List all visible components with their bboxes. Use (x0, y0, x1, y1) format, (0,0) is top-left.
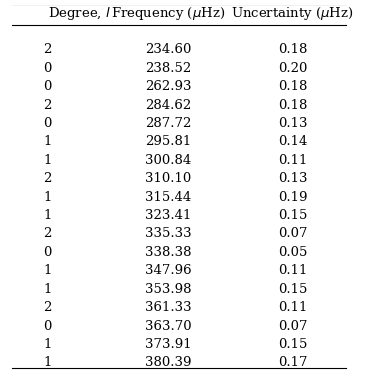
Text: 0.15: 0.15 (278, 209, 307, 222)
Text: 2: 2 (43, 99, 52, 112)
Text: 2: 2 (43, 172, 52, 185)
Text: 380.39: 380.39 (145, 356, 192, 369)
Text: 0.18: 0.18 (278, 99, 307, 112)
Text: 0: 0 (43, 62, 52, 74)
Text: 2: 2 (43, 227, 52, 241)
Text: 0.11: 0.11 (278, 154, 307, 167)
Text: 373.91: 373.91 (145, 338, 192, 351)
Text: 335.33: 335.33 (145, 227, 192, 241)
Text: 0.11: 0.11 (278, 264, 307, 277)
Text: Uncertainty ($\mu$Hz): Uncertainty ($\mu$Hz) (231, 5, 354, 22)
Text: 1: 1 (43, 209, 52, 222)
Text: 295.81: 295.81 (145, 135, 191, 148)
Text: 353.98: 353.98 (145, 283, 192, 296)
Text: 338.38: 338.38 (145, 246, 192, 259)
Text: 1: 1 (43, 135, 52, 148)
Text: 0: 0 (43, 246, 52, 259)
Text: 1: 1 (43, 154, 52, 167)
Text: 0: 0 (43, 117, 52, 130)
Text: 0.15: 0.15 (278, 338, 307, 351)
Text: 0: 0 (43, 319, 52, 333)
Text: 300.84: 300.84 (145, 154, 191, 167)
Text: 234.60: 234.60 (145, 43, 192, 56)
Text: 1: 1 (43, 356, 52, 369)
Text: 0.07: 0.07 (278, 319, 307, 333)
Text: 0.07: 0.07 (278, 227, 307, 241)
Text: 0.14: 0.14 (278, 135, 307, 148)
Text: 0.11: 0.11 (278, 301, 307, 314)
Text: 0: 0 (43, 80, 52, 93)
Text: 238.52: 238.52 (145, 62, 191, 74)
Text: 0.20: 0.20 (278, 62, 307, 74)
Text: Frequency ($\mu$Hz): Frequency ($\mu$Hz) (111, 5, 226, 22)
Text: 262.93: 262.93 (145, 80, 192, 93)
Text: 0.13: 0.13 (278, 172, 307, 185)
Text: 2: 2 (43, 43, 52, 56)
Text: 363.70: 363.70 (145, 319, 192, 333)
Text: 0.13: 0.13 (278, 117, 307, 130)
Text: 0.17: 0.17 (278, 356, 307, 369)
Text: 0.18: 0.18 (278, 80, 307, 93)
Text: 1: 1 (43, 338, 52, 351)
Text: 310.10: 310.10 (145, 172, 191, 185)
Text: 0.05: 0.05 (278, 246, 307, 259)
Text: 1: 1 (43, 283, 52, 296)
Text: Degree, $l$: Degree, $l$ (47, 5, 111, 22)
Text: 2: 2 (43, 301, 52, 314)
Text: 1: 1 (43, 264, 52, 277)
Text: 347.96: 347.96 (145, 264, 192, 277)
Text: 284.62: 284.62 (145, 99, 191, 112)
Text: 315.44: 315.44 (145, 191, 191, 204)
Text: 287.72: 287.72 (145, 117, 192, 130)
Text: 0.19: 0.19 (278, 191, 307, 204)
Text: 0.15: 0.15 (278, 283, 307, 296)
Text: 0.18: 0.18 (278, 43, 307, 56)
Text: 1: 1 (43, 191, 52, 204)
Text: 323.41: 323.41 (145, 209, 192, 222)
Text: 361.33: 361.33 (145, 301, 192, 314)
